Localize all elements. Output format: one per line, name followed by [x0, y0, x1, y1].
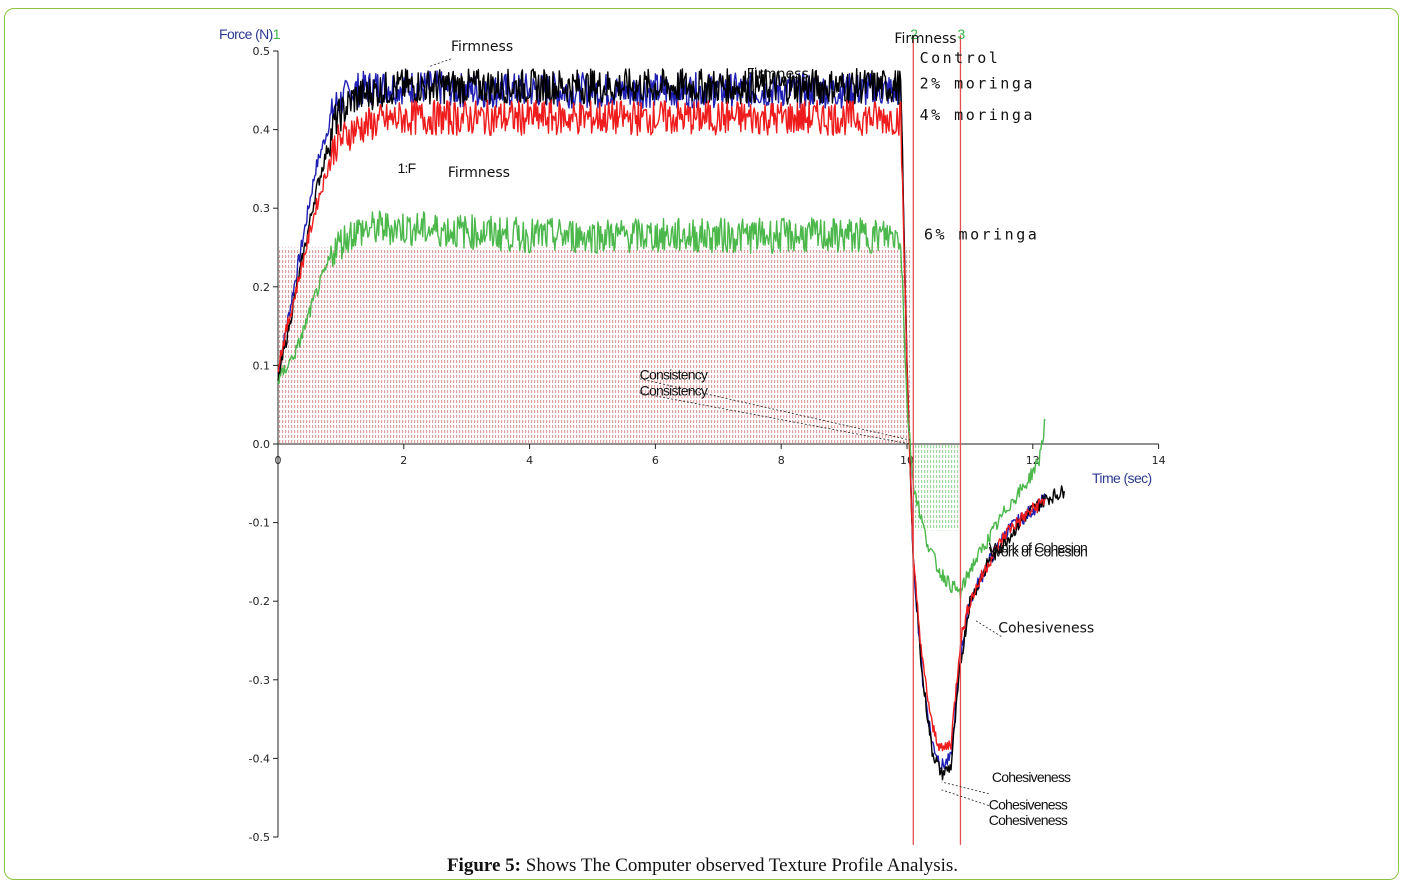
- annotation-1: Firmness: [894, 31, 956, 47]
- marker-label-3: 3: [957, 26, 965, 42]
- annotation-7: Work of Cohesion: [989, 539, 1087, 555]
- y-tick-label: -0.3: [249, 674, 270, 687]
- annotation-11: Cohesiveness: [989, 796, 1068, 812]
- y-tick-label: -0.4: [249, 752, 270, 765]
- annotation-3: Firmness: [448, 165, 510, 181]
- series-6-moringa: [277, 210, 1046, 600]
- marker-label-2: 2: [910, 26, 918, 42]
- x-tick-label: 12: [1026, 454, 1040, 467]
- series-control: [277, 68, 1065, 781]
- series-4-moringa: [277, 99, 1046, 752]
- annotation-0: Firmness: [451, 39, 513, 55]
- annotation-6: Consistency: [640, 382, 708, 398]
- annotation-leader-2: [639, 392, 911, 445]
- annotation-leader-5: [941, 789, 989, 806]
- y-axis-title: Force (N)1: [219, 26, 281, 42]
- annotation-12: Cohesiveness: [989, 812, 1068, 828]
- annotation-5: Consistency: [640, 367, 708, 383]
- legend-label-0: Control: [920, 49, 1001, 67]
- legend-label-3: 6% moringa: [924, 226, 1039, 244]
- x-axis-title: Time (sec): [1092, 470, 1152, 486]
- x-tick-label: 14: [1152, 454, 1166, 467]
- caption-text: Shows The Computer observed Texture Prof…: [521, 855, 959, 876]
- annotation-4: 1:F: [398, 160, 416, 176]
- annotation-9: Cohesiveness: [998, 621, 1094, 637]
- y-tick-label: 0.1: [253, 359, 271, 372]
- y-tick-label: -0.2: [249, 595, 270, 608]
- consistency-area: [278, 247, 911, 444]
- y-tick-label: 0.2: [253, 281, 271, 294]
- y-tick-label: -0.1: [249, 517, 270, 530]
- y-tick-label: 0.4: [253, 124, 271, 137]
- figure-caption: Figure 5: Shows The Computer observed Te…: [0, 855, 1405, 877]
- x-tick-label: 6: [652, 454, 659, 467]
- annotation-leader-3: [975, 620, 1002, 637]
- legend-label-2: 4% moringa: [920, 106, 1035, 124]
- y-tick-label: 0.0: [253, 438, 271, 451]
- annotation-leader-4: [941, 781, 989, 795]
- legend-label-1: 2% moringa: [920, 75, 1035, 93]
- annotation-10: Cohesiveness: [992, 769, 1071, 785]
- annotation-8: Work of Cohesion: [989, 543, 1087, 559]
- annotation-leader-0: [428, 58, 452, 68]
- y-tick-label: -0.5: [249, 831, 270, 844]
- y-tick-label: 0.3: [253, 202, 271, 215]
- x-tick-label: 4: [526, 454, 533, 467]
- x-tick-label: 2: [400, 454, 407, 467]
- caption-label: Figure 5:: [446, 855, 522, 876]
- x-tick-label: 0: [275, 454, 282, 467]
- y-tick-label: 0.5: [253, 45, 271, 58]
- x-tick-label: 8: [778, 454, 785, 467]
- annotation-2: Firmness: [747, 67, 809, 83]
